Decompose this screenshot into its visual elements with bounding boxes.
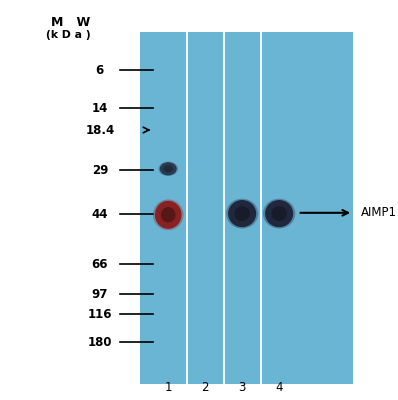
Bar (140, 32, 353, 384)
Text: 14: 14 (92, 102, 108, 114)
Text: 97: 97 (92, 288, 108, 300)
Text: 1: 1 (164, 381, 172, 394)
Ellipse shape (161, 207, 176, 222)
Ellipse shape (153, 199, 183, 230)
Text: 44: 44 (92, 208, 108, 220)
Text: 29: 29 (92, 164, 108, 176)
Ellipse shape (158, 162, 178, 176)
Ellipse shape (155, 201, 181, 229)
Text: 66: 66 (92, 258, 108, 270)
Ellipse shape (226, 199, 258, 228)
Ellipse shape (228, 200, 256, 227)
Ellipse shape (234, 206, 250, 221)
Text: M   W: M W (51, 16, 90, 29)
Ellipse shape (160, 162, 177, 175)
Text: 180: 180 (88, 336, 112, 348)
Text: 3: 3 (238, 381, 246, 394)
Text: AIMP1: AIMP1 (361, 206, 396, 219)
Text: 18.4: 18.4 (85, 124, 115, 136)
Text: 6: 6 (96, 64, 104, 76)
Ellipse shape (265, 200, 293, 227)
Text: (k D a ): (k D a ) (46, 30, 91, 40)
Ellipse shape (164, 165, 173, 172)
Text: 4: 4 (275, 381, 283, 394)
Ellipse shape (271, 206, 287, 221)
Text: 2: 2 (201, 381, 209, 394)
Text: 116: 116 (88, 308, 112, 320)
Ellipse shape (263, 199, 295, 228)
